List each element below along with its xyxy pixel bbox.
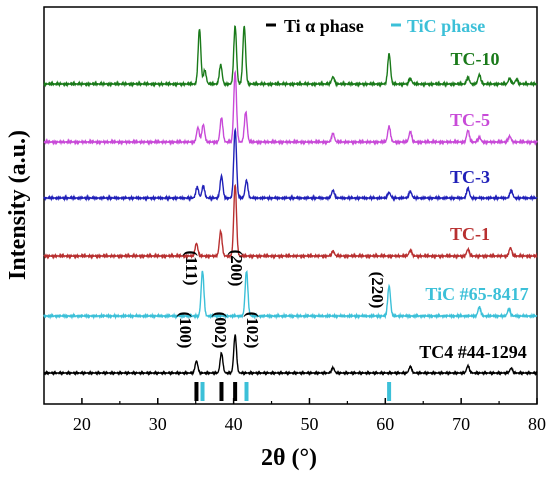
peak-annotation: (111) (182, 251, 201, 286)
peak-annotation: (100) (176, 312, 195, 349)
x-tick-label: 80 (528, 414, 546, 434)
y-axis-title: Intensity (a.u.) (5, 130, 31, 280)
series-label-tic-65-8417: TiC #65-8417 (425, 284, 528, 304)
legend-ti-label: Ti α phase (284, 16, 364, 36)
x-tick-label: 30 (149, 414, 167, 434)
x-tick-label: 20 (73, 414, 91, 434)
peak-annotation: (220) (368, 272, 387, 309)
x-tick-label: 50 (300, 414, 318, 434)
trace-tc-3 (43, 127, 538, 202)
series-label-tc-10: TC-10 (451, 49, 500, 69)
x-tick-label: 60 (376, 414, 394, 434)
series-label-tc-3: TC-3 (450, 167, 490, 187)
peak-annotation: (002) (211, 312, 230, 349)
trace-tc-5 (43, 69, 538, 146)
x-tick-label: 70 (452, 414, 470, 434)
peak-annotation: (102) (243, 312, 262, 349)
legend-tic-label: TiC phase (407, 16, 485, 36)
peak-annotation: (200) (227, 250, 246, 287)
plot-frame (43, 6, 538, 405)
trace-tc-1 (43, 183, 538, 260)
series-label-tc4-44-1294: TC4 #44-1294 (419, 342, 527, 362)
trace-tic-65-8417 (43, 270, 538, 320)
series-label-tc-1: TC-1 (450, 224, 490, 244)
x-axis-title: 2θ (°) (261, 445, 317, 471)
series-label-tc-5: TC-5 (450, 110, 490, 130)
trace-tc4-44-1294 (43, 334, 538, 377)
trace-tc-10 (43, 25, 538, 88)
x-tick-label: 40 (225, 414, 243, 434)
